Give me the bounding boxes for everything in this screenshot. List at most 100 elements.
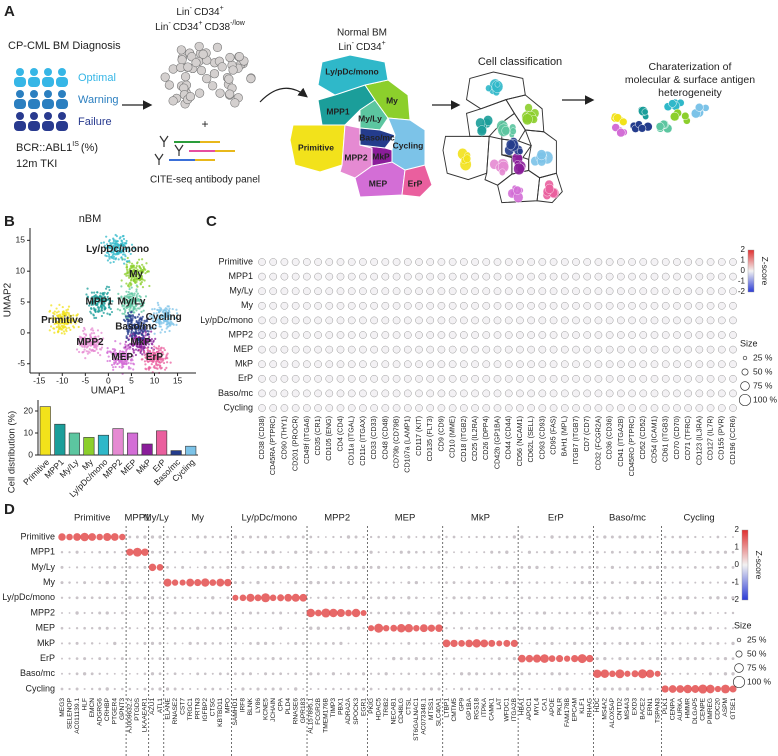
dot	[605, 345, 614, 354]
dot	[325, 272, 334, 281]
umap-cell	[140, 271, 143, 275]
dot	[520, 565, 524, 569]
umap-cell	[90, 307, 93, 311]
gene-label: EGR1	[360, 698, 367, 716]
dot	[347, 672, 350, 676]
umap-cell	[120, 256, 123, 259]
column-label: CD48 (CD48)	[380, 416, 389, 460]
dot	[121, 551, 124, 554]
dot	[173, 596, 177, 600]
dot	[505, 566, 508, 569]
dot	[488, 639, 496, 647]
y-axis-label: UMAP2	[3, 282, 14, 317]
dot	[445, 566, 448, 569]
dot	[150, 535, 155, 539]
dot	[603, 535, 607, 539]
dot	[671, 672, 674, 675]
dot	[211, 626, 215, 630]
dot	[68, 672, 71, 675]
dot	[661, 685, 669, 693]
umap-cell	[64, 328, 67, 331]
dot	[151, 687, 154, 691]
dot	[701, 581, 705, 584]
gene-label: FAM178B	[564, 697, 571, 727]
umap-cell	[108, 305, 111, 309]
dot	[128, 565, 132, 569]
dot	[663, 565, 667, 569]
row-label: My	[43, 577, 55, 587]
dot	[294, 687, 298, 691]
umap-cell	[81, 351, 85, 354]
dot	[540, 654, 549, 663]
umap-cell	[126, 256, 129, 260]
row-label: Cycling	[25, 683, 55, 693]
dot	[581, 672, 584, 675]
dot	[189, 627, 192, 630]
column-label: CD38 (CD38)	[257, 416, 266, 460]
dot	[617, 374, 625, 383]
dot	[717, 360, 726, 369]
dot	[174, 657, 177, 660]
dot	[241, 611, 245, 615]
dot	[264, 657, 267, 660]
dot	[143, 581, 147, 584]
umap-cell	[54, 319, 57, 322]
umap-cell	[127, 296, 131, 300]
dot	[603, 641, 607, 645]
dot	[216, 578, 225, 587]
umap-cell	[55, 311, 59, 314]
umap-cell	[125, 290, 128, 293]
dot	[422, 550, 426, 554]
dot	[505, 672, 508, 675]
dot	[572, 301, 580, 310]
dot	[392, 258, 401, 266]
dot	[392, 642, 395, 645]
dot	[150, 672, 155, 676]
dot	[370, 316, 378, 325]
dot	[617, 389, 625, 398]
umap-cell	[125, 348, 128, 351]
umap-cell	[67, 305, 71, 308]
column-label: CD52 (CD52)	[638, 416, 647, 460]
x-tick-label: 10	[150, 375, 160, 385]
dot	[362, 687, 366, 691]
dot	[596, 642, 599, 645]
umap-cell	[112, 240, 115, 243]
dot	[280, 374, 289, 383]
dot	[339, 596, 342, 599]
umap-cell	[125, 282, 128, 285]
dot	[572, 404, 580, 412]
column-label: CD18 (ITGB2)	[459, 416, 468, 462]
umap-cell	[132, 309, 135, 312]
cell	[177, 55, 187, 65]
dot	[709, 611, 712, 615]
umap-cell	[134, 281, 137, 284]
umap-cell	[136, 270, 139, 273]
dot	[113, 627, 116, 630]
dot	[332, 535, 335, 539]
size-label: 75 %	[747, 662, 767, 672]
dot	[493, 287, 502, 296]
umap-cell	[90, 328, 93, 331]
dot	[196, 672, 200, 676]
dot	[173, 687, 177, 691]
dot	[415, 642, 418, 645]
dot	[583, 404, 592, 412]
dot	[291, 316, 300, 325]
gene-label: MS4A2	[602, 698, 609, 720]
dot	[382, 624, 390, 632]
dot	[717, 301, 726, 310]
panel-label: C	[206, 213, 217, 230]
umap-cell	[141, 263, 144, 266]
umap-cell	[124, 310, 127, 314]
umap-cell	[120, 239, 123, 243]
classified-cell	[509, 127, 517, 135]
dot	[493, 258, 502, 266]
umap-cell	[157, 347, 160, 350]
dot	[437, 687, 441, 691]
dot	[512, 687, 517, 691]
dot	[460, 687, 464, 691]
dot	[538, 301, 547, 310]
dot	[204, 657, 207, 660]
umap-cell	[134, 353, 138, 357]
